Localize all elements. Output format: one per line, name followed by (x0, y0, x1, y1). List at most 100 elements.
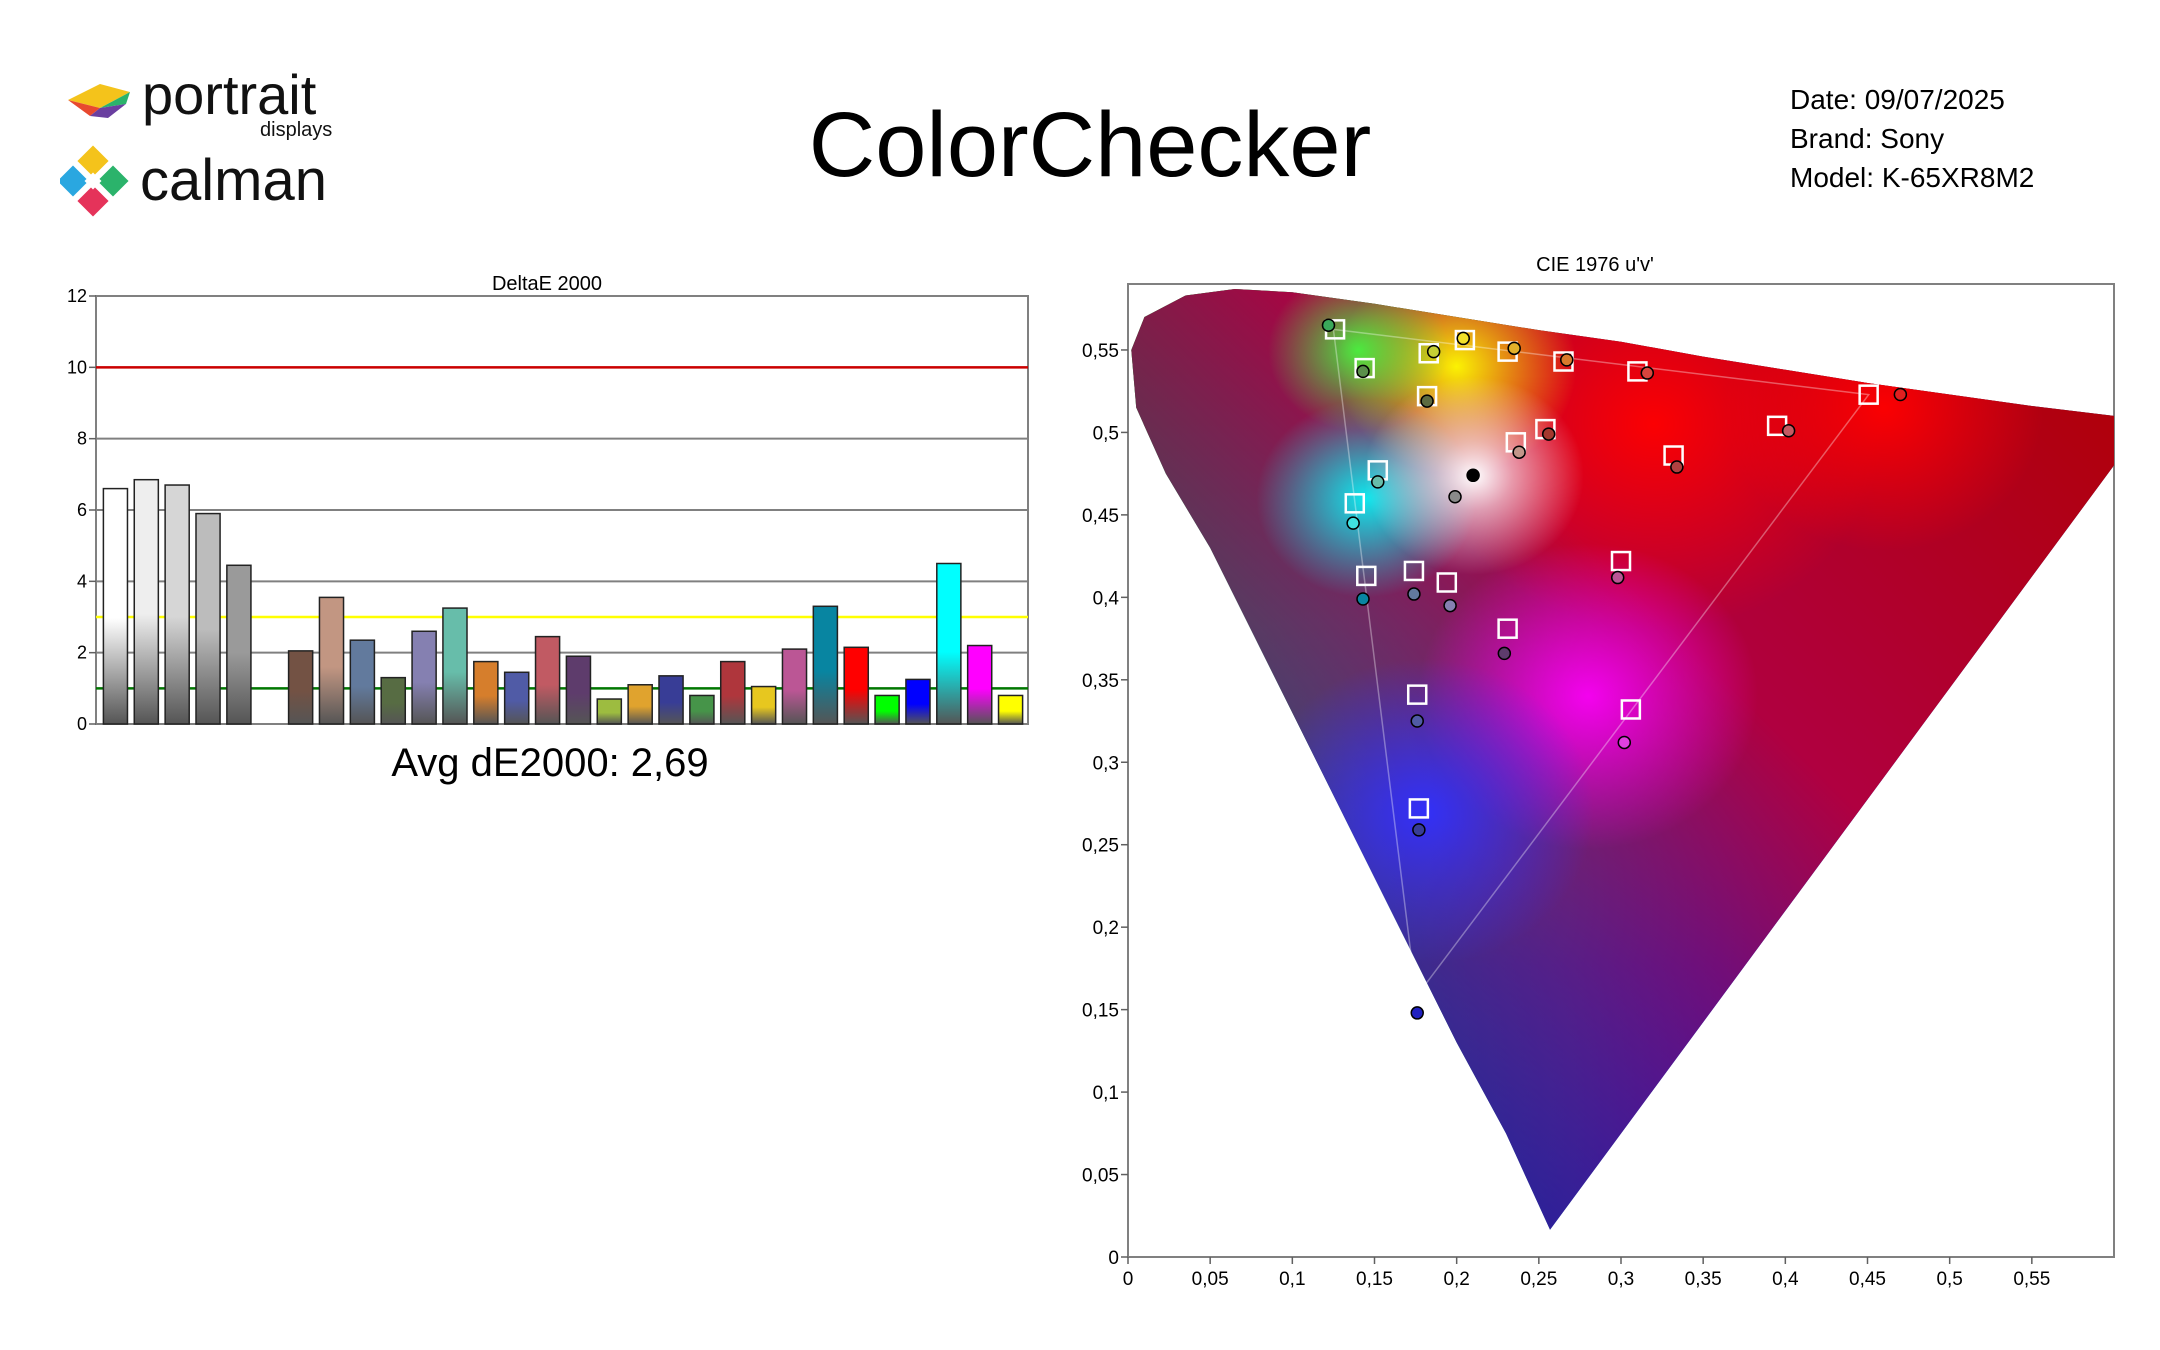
meta-brand-value: Sony (1880, 123, 1945, 154)
meta-date-value: 09/07/2025 (1864, 84, 2005, 115)
brand-logos: portrait displays calman (57, 62, 380, 222)
measured-point (1640, 366, 1655, 380)
cie-y-tick-label: 0,25 (1082, 836, 1119, 857)
deltae-y-tick-label: 12 (67, 286, 87, 306)
cie-chart-title: CIE 1976 u'v' (1536, 254, 1654, 276)
logo-calman-text: calman (140, 148, 327, 213)
meta-model-value: K-65XR8M2 (1881, 162, 2035, 193)
target-square (1408, 798, 1430, 819)
deltae-bar (102, 487, 129, 725)
deltae-bar (781, 648, 808, 725)
cie-x-tick-label: 0,5 (1936, 1269, 1962, 1290)
cie-x-tick-label: 0,3 (1608, 1269, 1634, 1290)
deltae-bar (905, 678, 931, 725)
meta-model: Model: K-65XR8M2 (1790, 158, 2034, 197)
deltae-bar-chart: DeltaE 2000 0 2 4 6 8 10 12 (67, 273, 1029, 732)
deltae-bar (380, 676, 407, 725)
measured-point (1507, 341, 1521, 356)
cie-x-tick-label: 0,1 (1279, 1269, 1305, 1290)
deltae-y-tick-label: 6 (77, 500, 87, 520)
measured-point (1893, 387, 1908, 402)
avg-de2000-label: Avg dE2000: 2,69 (391, 741, 709, 785)
cie-y-tick-label: 0,45 (1082, 506, 1119, 527)
deltae-bar (164, 484, 190, 725)
deltae-bars (102, 478, 1024, 725)
deltae-bar (689, 694, 715, 725)
deltae-bar (287, 650, 314, 725)
cie-1976-chart: CIE 1976 u'v' 0 0,05 0,1 0,15 0,2 0,25 0,3 0,35… (1082, 254, 2115, 1290)
cie-x-tick-label: 0 (1123, 1269, 1134, 1290)
logo-displays-text: displays (260, 119, 332, 141)
deltae-y-tick-label: 2 (77, 643, 87, 663)
cie-y-tick-label: 0 (1108, 1248, 1119, 1269)
measured-point (1443, 598, 1457, 613)
deltae-bar (473, 660, 499, 725)
cie-x-tick-label: 0,45 (1849, 1269, 1886, 1290)
cie-x-tick-label: 0,25 (1520, 1269, 1557, 1290)
measured-point (1541, 427, 1556, 441)
measured-point (1371, 475, 1385, 489)
gamut-triangle (1332, 328, 1871, 999)
measured-point (1356, 364, 1370, 379)
meta-model-label: Model: (1790, 162, 1875, 193)
target-square (1610, 550, 1632, 572)
deltae-bar (442, 607, 468, 725)
cie-y-tick-label: 0,15 (1082, 1001, 1119, 1022)
cie-axes: 0 0,05 0,1 0,15 0,2 0,25 0,3 0,35 0,4 0,45 0,5 0,55… (1082, 341, 2050, 1290)
cie-y-tick-label: 0,2 (1093, 918, 1119, 939)
cie-y-tick-label: 0,4 (1093, 588, 1120, 609)
cie-y-tick-label: 0,05 (1082, 1166, 1119, 1187)
measured-point (1456, 331, 1470, 346)
target-square (1405, 986, 1427, 1007)
target-square (1403, 560, 1425, 582)
measured-point (1356, 592, 1370, 606)
target-square (1620, 699, 1642, 720)
deltae-bar (565, 655, 592, 725)
deltae-bar (843, 646, 870, 725)
deltae-bar (411, 630, 437, 725)
deltae-bar (627, 684, 653, 725)
cie-y-tick-label: 0,5 (1093, 423, 1119, 444)
deltae-bar (133, 478, 160, 725)
measured-point (1410, 714, 1424, 728)
cie-x-tick-label: 0,35 (1685, 1269, 1722, 1290)
portrait-displays-mark-icon (68, 84, 130, 118)
target-square (1356, 565, 1377, 587)
measured-point (1670, 460, 1684, 474)
deltae-bar (874, 694, 900, 725)
meta-date-label: Date: (1790, 84, 1857, 115)
deltae-y-tick-label: 0 (77, 714, 87, 732)
measured-point (1512, 445, 1526, 459)
deltae-chart-title: DeltaE 2000 (492, 273, 602, 295)
cie-x-tick-label: 0,55 (2013, 1269, 2050, 1290)
deltae-bar (534, 635, 561, 725)
measured-point (1466, 468, 1480, 483)
deltae-y-tick-label: 8 (77, 429, 87, 449)
cie-y-tick-label: 0,55 (1082, 341, 1119, 362)
cie-y-tick-label: 0,35 (1082, 671, 1119, 692)
target-square (1344, 493, 1366, 514)
deltae-bar (503, 671, 530, 725)
target-square (1436, 572, 1458, 593)
deltae-bar (596, 698, 623, 725)
measured-point (1610, 570, 1625, 585)
deltae-bar (318, 596, 345, 725)
target-square (1858, 384, 1879, 405)
logo-portrait-text: portrait (142, 63, 317, 126)
deltae-y-axis: 0 2 4 6 8 10 12 (67, 286, 96, 732)
deltae-bar (997, 694, 1024, 725)
cie-y-tick-label: 0,1 (1093, 1083, 1119, 1104)
cie-x-tick-label: 0,2 (1443, 1269, 1469, 1290)
deltae-bar (719, 660, 746, 725)
measured-point (1407, 587, 1421, 601)
meta-brand: Brand: Sony (1790, 119, 2034, 158)
deltae-bar (226, 564, 252, 725)
cie-y-tick-label: 0,3 (1093, 753, 1119, 774)
measured-points (1321, 318, 1908, 1020)
meta-date: Date: 09/07/2025 (1790, 80, 2034, 119)
measured-point (1448, 489, 1462, 504)
deltae-bar (349, 639, 376, 725)
measured-point (1412, 823, 1426, 837)
report-meta: Date: 09/07/2025 Brand: Sony Model: K-65… (1790, 80, 2034, 197)
measured-point (1426, 344, 1441, 359)
